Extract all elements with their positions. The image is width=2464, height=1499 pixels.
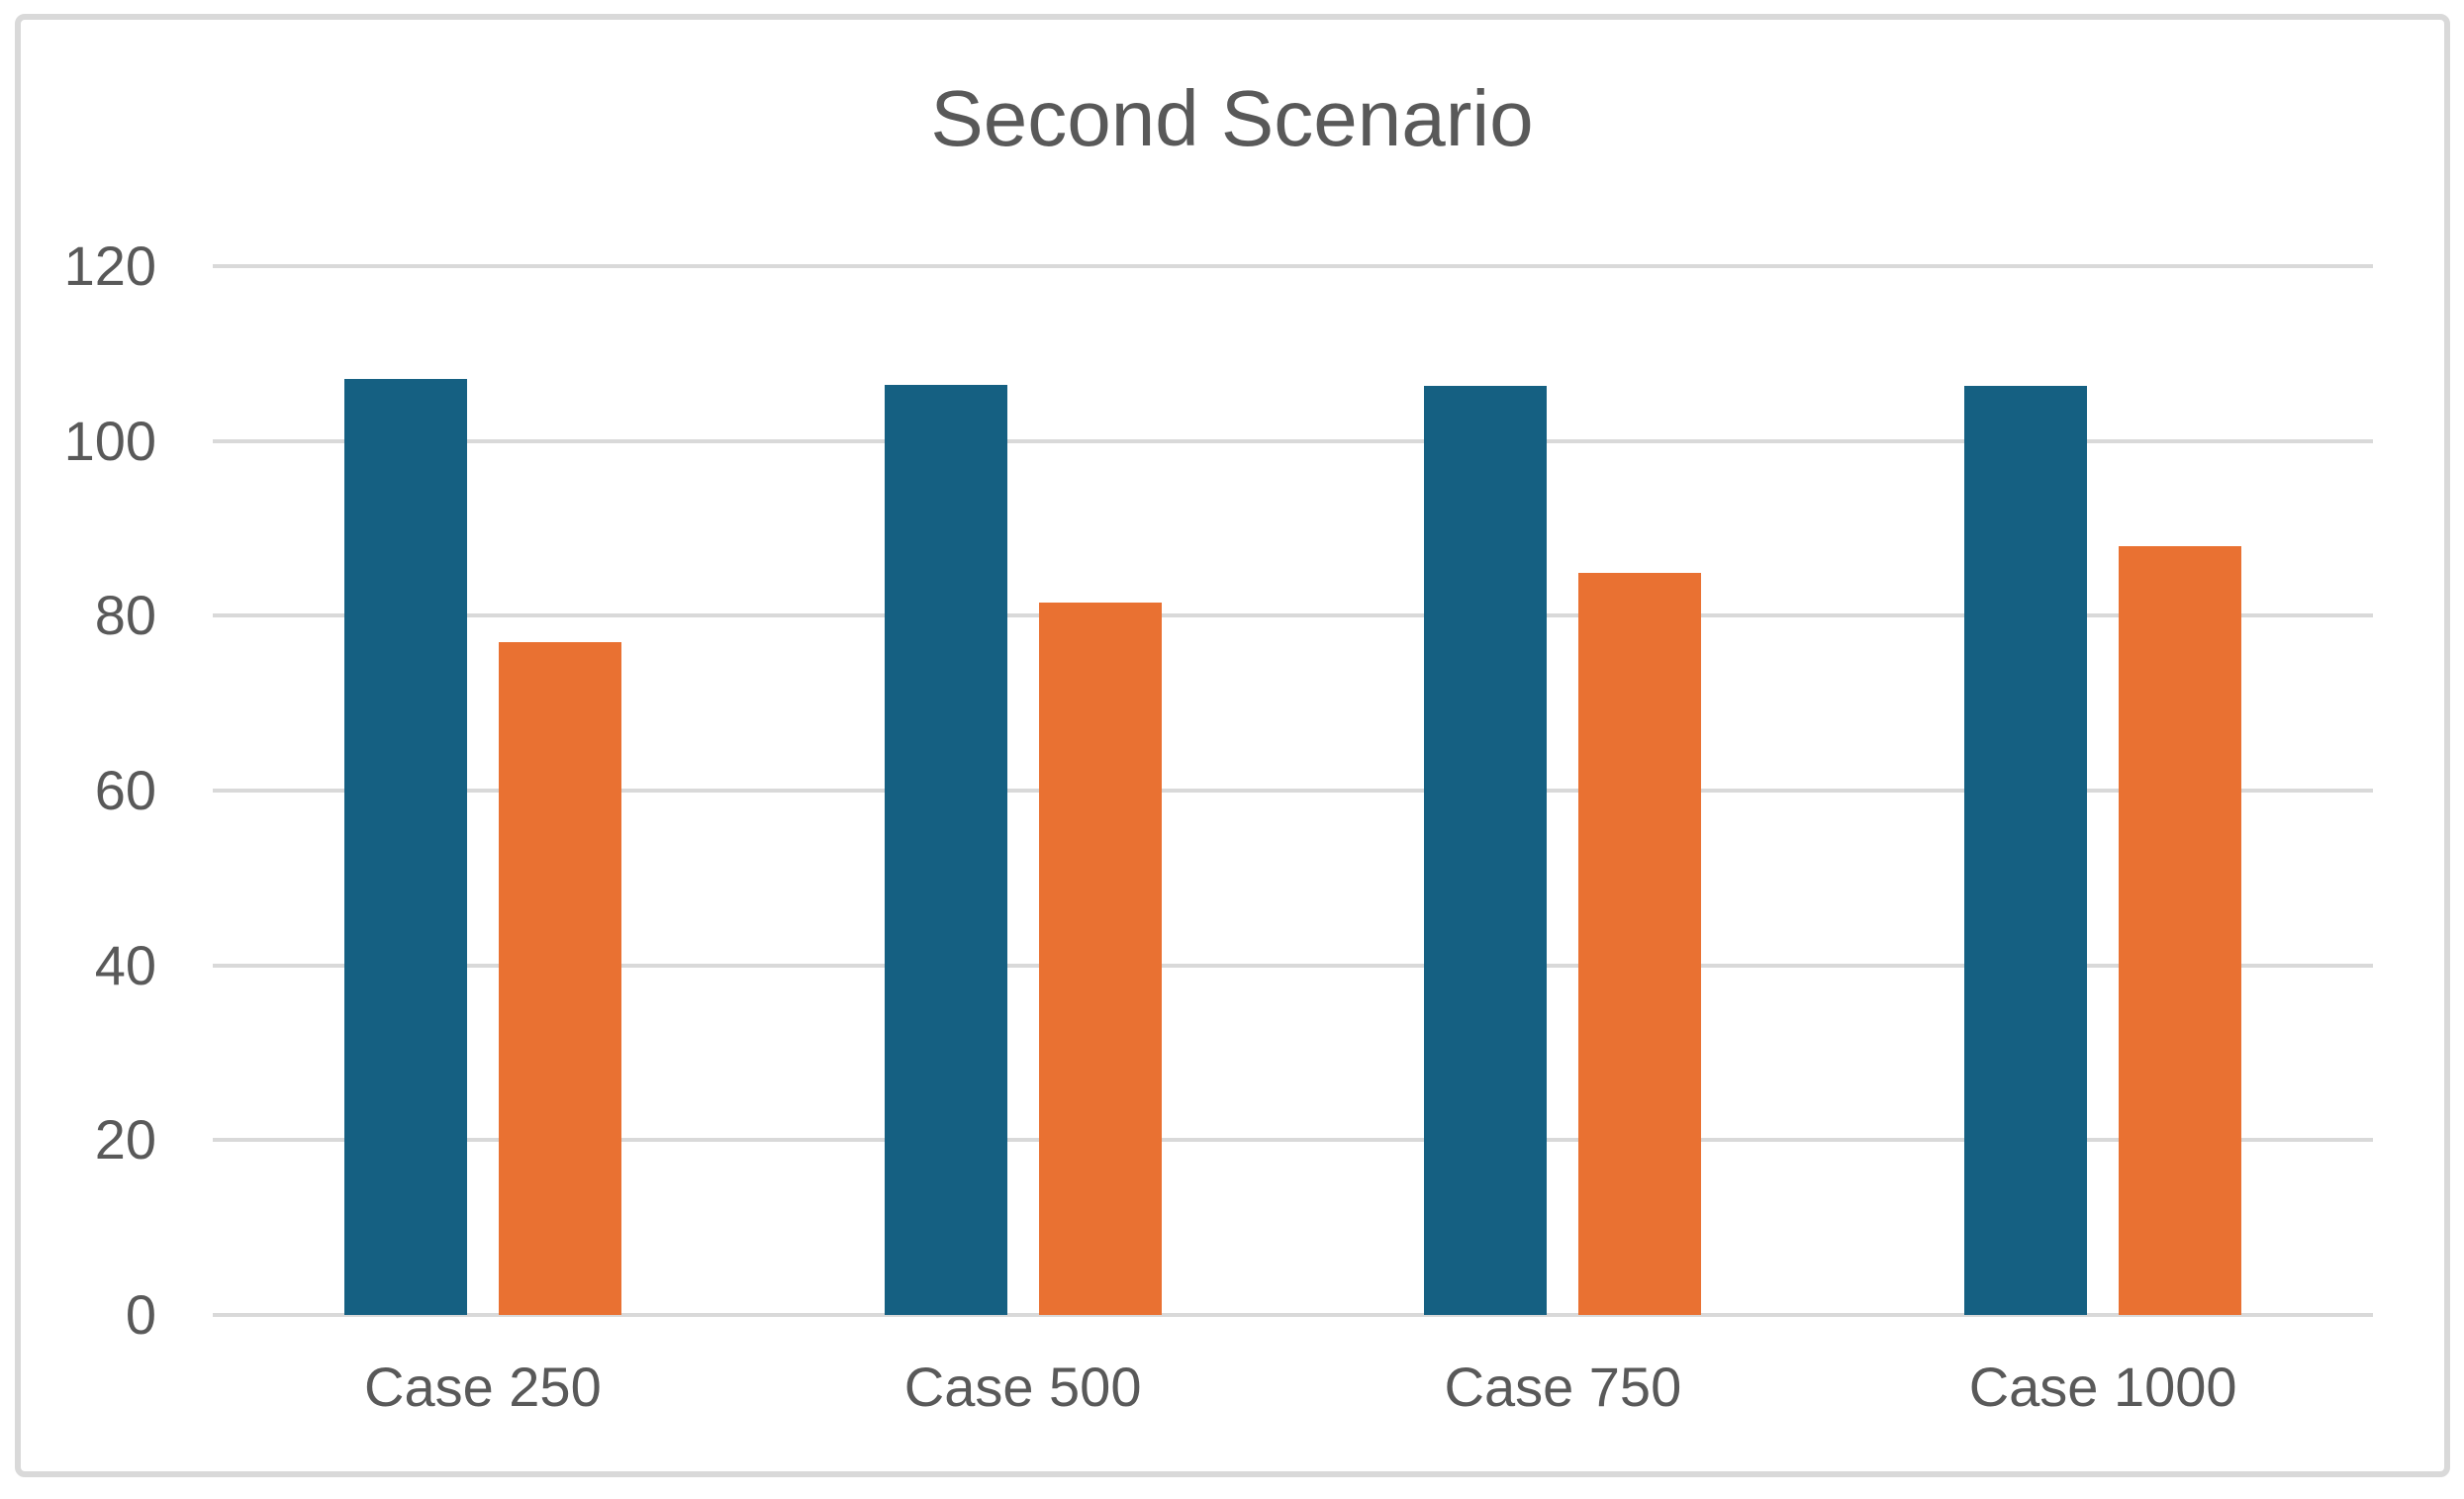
gridline-y80	[213, 613, 2373, 618]
y-axis-tick-label: 20	[94, 1108, 156, 1171]
gridline-y100	[213, 438, 2373, 443]
orange-series-bar-2	[1038, 603, 1162, 1315]
x-axis-category-label: Case 750	[1444, 1356, 1682, 1418]
gridline-y0	[213, 1313, 2373, 1317]
y-axis-tick-label: 100	[63, 409, 156, 472]
blue-series-bar-4	[1964, 386, 2088, 1315]
orange-series-bar-3	[1578, 573, 1702, 1315]
y-axis-tick-label: 80	[94, 584, 156, 647]
plot-area	[213, 264, 2373, 1317]
blue-series-bar-2	[884, 385, 1007, 1315]
blue-series-bar-3	[1424, 386, 1548, 1315]
gridline-y20	[213, 1138, 2373, 1143]
x-axis-category-label: Case 1000	[1968, 1356, 2237, 1418]
x-axis-category-label: Case 250	[364, 1356, 602, 1418]
orange-series-bar-4	[2119, 545, 2242, 1315]
y-axis-tick-label: 0	[125, 1283, 156, 1346]
gridline-y120	[213, 264, 2373, 268]
chart-title: Second Scenario	[930, 74, 1534, 162]
gridline-y60	[213, 789, 2373, 793]
orange-series-bar-1	[498, 641, 621, 1315]
y-axis-tick-label: 60	[94, 759, 156, 821]
blue-series-bar-1	[343, 378, 467, 1315]
x-axis-category-label: Case 500	[903, 1356, 1142, 1418]
y-axis-tick-label: 40	[94, 933, 156, 996]
y-axis-tick-label: 120	[63, 234, 156, 297]
gridline-y40	[213, 963, 2373, 968]
